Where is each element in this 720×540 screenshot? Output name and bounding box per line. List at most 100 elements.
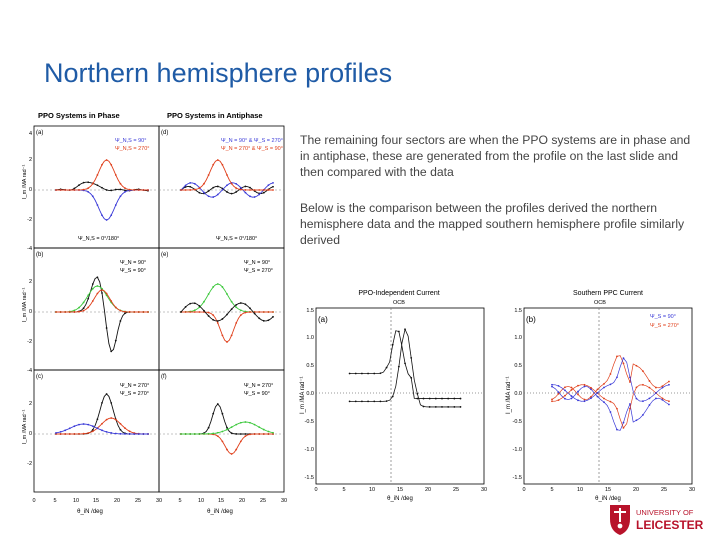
- right-a-series-1-point: [379, 372, 382, 375]
- right-a-series-1-point: [428, 397, 431, 400]
- ocb-label-b: OCB: [594, 300, 606, 306]
- series-c-red-point: [114, 418, 117, 421]
- series-b-red-point: [105, 292, 108, 295]
- ytick-rb-2: 0.5: [514, 363, 522, 369]
- series-a-red-point: [78, 189, 80, 191]
- series-b-red-point: [101, 289, 103, 291]
- series-e-red-point: [230, 334, 233, 337]
- series-e-black-point: [216, 320, 219, 322]
- body-paragraph-1: The remaining four sectors are when the …: [300, 133, 691, 179]
- series-d-red-point: [230, 182, 233, 185]
- series-d-red-point: [189, 189, 192, 191]
- series-c-blue-point: [64, 429, 67, 432]
- series-a-blue-point: [105, 219, 108, 221]
- series-c-red-point: [128, 430, 131, 433]
- series-c-blue-point: [110, 432, 113, 434]
- series-b-green-point: [87, 294, 90, 297]
- right-b-blue-2-point: [622, 357, 625, 360]
- xtick-rb-2: 10: [577, 487, 583, 493]
- series-d-red-point: [235, 187, 238, 190]
- xtick-r-1: 5: [178, 498, 181, 504]
- series-a-red-point: [142, 189, 145, 191]
- series-f-red-point: [244, 435, 247, 438]
- xtick-l-4: 20: [114, 498, 120, 504]
- series-f-green-point: [216, 431, 219, 434]
- right-b-blue-1-point: [642, 413, 644, 416]
- series-d-red-point: [262, 189, 265, 191]
- series-e-green-point: [239, 309, 242, 312]
- series-d-blue-point: [253, 196, 256, 198]
- right-title-b: Southern PPC Current: [573, 290, 643, 297]
- series-d-black-point: [198, 191, 201, 194]
- slide-title: Northern hemisphere profiles: [44, 58, 393, 88]
- ytick-a-4: -4: [27, 246, 32, 252]
- series-a-black-point: [78, 184, 80, 187]
- series-c-black-point: [119, 428, 122, 431]
- series-b-green-point: [78, 306, 80, 309]
- ytick-ra-2: 0.5: [306, 363, 314, 369]
- series-a-black-point: [105, 189, 108, 191]
- x-axis-label-ra: θ_iN /deg: [387, 496, 413, 502]
- series-c-blue-point: [55, 432, 57, 434]
- series-f-green-point: [272, 431, 274, 434]
- series-e-green-point: [203, 300, 205, 303]
- right-figure-b: Southern PPC Current OCB (b) Ψ_S = 90° Ψ…: [506, 290, 695, 502]
- panel-letter-right-b: (b): [526, 315, 536, 324]
- right-b-red-1-point: [616, 355, 618, 358]
- series-d-blue-point: [258, 193, 261, 196]
- legend-e-1: Ψ_N = 90°: [244, 260, 270, 266]
- right-b-red-1-point: [642, 370, 644, 373]
- series-d-red-point: [226, 174, 228, 176]
- series-f-red-point: [262, 433, 265, 435]
- series-d-red-point: [203, 182, 205, 185]
- series-e-black-point: [203, 309, 205, 312]
- ytick-rb-3: 0.0: [514, 391, 522, 397]
- series-f-red: [181, 433, 273, 455]
- series-a-blue-point: [119, 195, 122, 198]
- right-b-red-1-point: [648, 380, 651, 382]
- series-b-red-point: [59, 311, 62, 313]
- series-d-black-point: [216, 185, 219, 188]
- series-e-black-point: [221, 318, 224, 320]
- series-d-black-point: [212, 186, 215, 189]
- series-b-red-point: [133, 311, 136, 313]
- series-c-blue-point: [142, 433, 145, 435]
- series-b-black-point: [114, 339, 117, 342]
- xtick-l-1: 5: [53, 498, 56, 504]
- series-d-red-point: [249, 189, 251, 191]
- right-a-series-2-point: [422, 405, 425, 408]
- right-a-series-2-point: [373, 400, 376, 403]
- series-a-black-point: [96, 184, 99, 187]
- xtick-l-2: 10: [73, 498, 79, 504]
- xtick-r-6: 30: [281, 498, 287, 504]
- right-b-blue-2-point: [596, 391, 599, 394]
- series-c-blue-point: [133, 433, 136, 435]
- series-e-black-point: [193, 302, 196, 305]
- series-f-black-point: [212, 412, 215, 415]
- series-a-black-point: [73, 187, 76, 190]
- series-f-red-point: [221, 440, 224, 443]
- series-e-green-point: [235, 306, 238, 309]
- series-e-green-point: [193, 309, 196, 312]
- series-e-green-point: [216, 283, 219, 285]
- xtick-l-5: 25: [135, 498, 141, 504]
- ytick-c-3: -2: [27, 461, 32, 467]
- right-a-series-1-point: [453, 397, 456, 400]
- right-a-series-1-point: [447, 397, 450, 400]
- series-d-black-point: [207, 190, 210, 192]
- series-b-green-point: [96, 285, 99, 287]
- series-f-green-point: [235, 423, 238, 426]
- series-b-red-point: [73, 311, 76, 313]
- ytick-ra-6: -1.5: [305, 475, 314, 481]
- series-f-black-point: [230, 432, 233, 435]
- right-b-blue-2-point: [551, 383, 553, 386]
- right-b-blue-2-point: [661, 386, 664, 389]
- right-b-blue-1-point: [661, 398, 664, 401]
- series-d-black-point: [230, 192, 233, 195]
- series-a-black-point: [114, 188, 117, 191]
- right-a-series-2-point: [354, 400, 357, 403]
- series-d-black-point: [272, 185, 274, 188]
- right-b-red-1-point: [603, 383, 605, 385]
- series-e-black-point: [272, 315, 274, 318]
- right-a-curves: [348, 328, 462, 408]
